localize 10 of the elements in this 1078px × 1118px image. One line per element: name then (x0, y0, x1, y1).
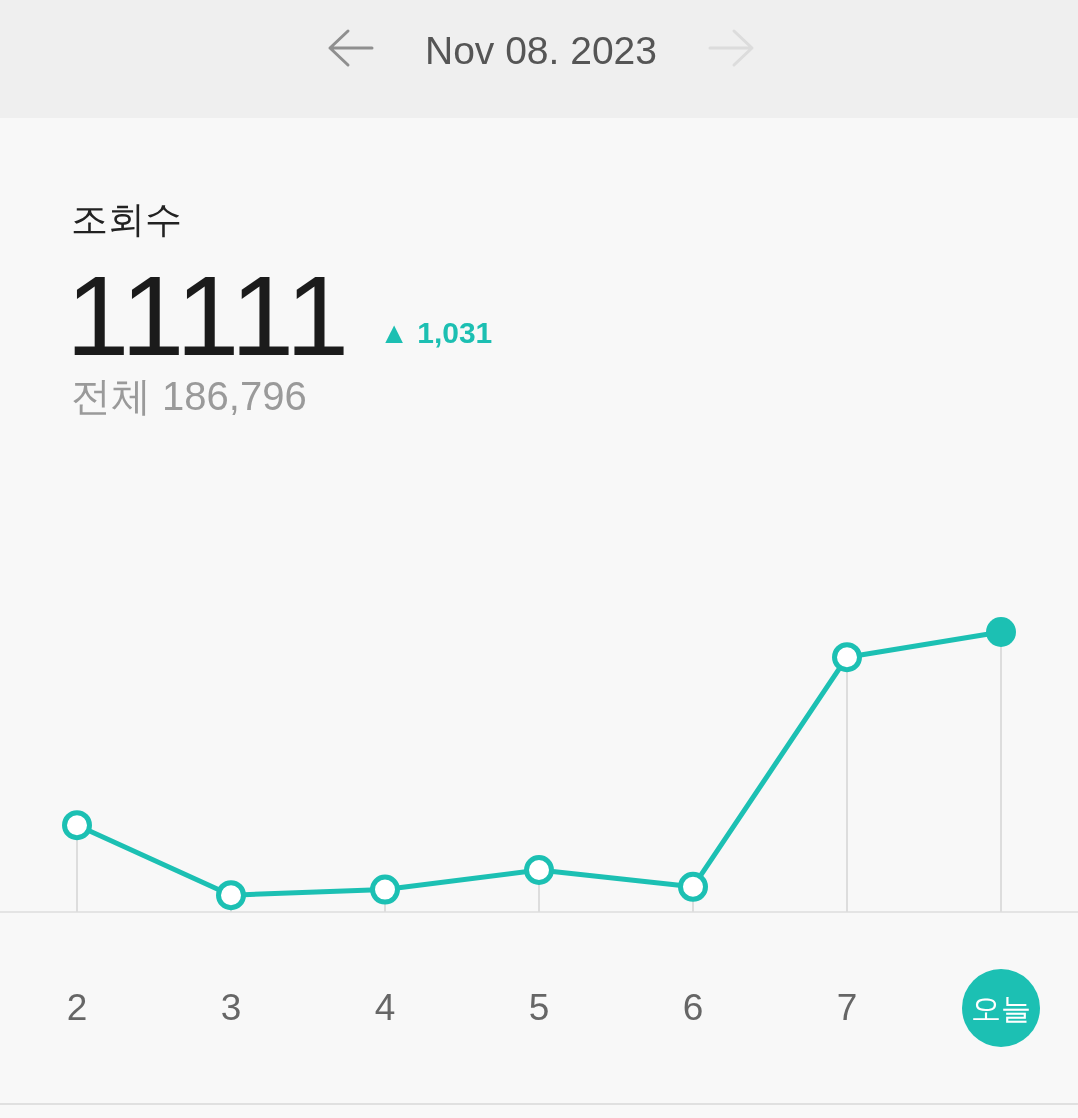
x-tick-label: 5 (528, 987, 550, 1028)
x-tick-label: 3 (220, 987, 242, 1028)
annotation: ▲ 1,031 (379, 316, 493, 349)
annotation: Nov 08. 2023 (425, 29, 657, 72)
x-tick-label: 2 (66, 987, 88, 1028)
x-tick-label: 4 (374, 987, 396, 1028)
title: 조회수 (71, 199, 182, 240)
x-tick-label: 6 (682, 987, 704, 1028)
x-tick-label: 오늘 (971, 992, 1031, 1025)
x-tick-label: 7 (836, 987, 858, 1028)
